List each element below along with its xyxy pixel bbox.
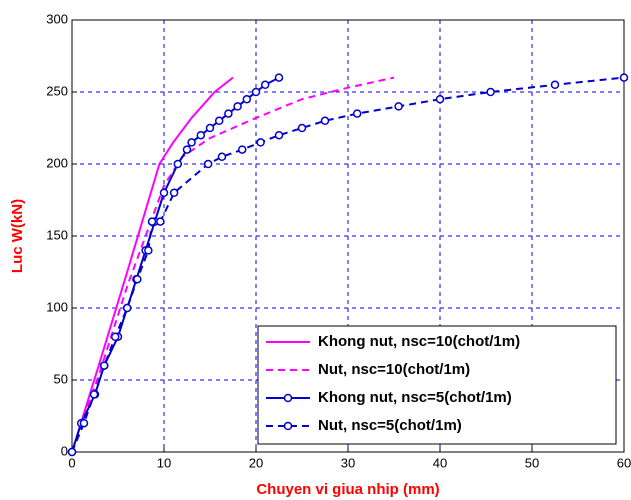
plot-frame [71, 19, 625, 453]
point [122, 303, 132, 313]
y-tick-label: 150 [46, 227, 68, 242]
point [242, 94, 252, 104]
x-tick-label: 0 [68, 455, 75, 470]
point [147, 217, 157, 226]
legend-label: Nut, nsc=10(chot/1m) [318, 361, 470, 378]
point [79, 418, 89, 428]
y-tick-label: 50 [54, 371, 68, 386]
point [619, 73, 629, 82]
legend-label: Khong nut, nsc=10(chot/1m) [318, 333, 520, 350]
point [156, 217, 165, 226]
x-tick-label: 60 [617, 455, 631, 470]
point [182, 145, 192, 154]
x-tick-label: 10 [157, 455, 171, 470]
y-tick-label: 250 [46, 83, 68, 98]
legend-label: Khong nut, nsc=5(chot/1m) [318, 389, 512, 406]
point [251, 87, 261, 97]
point [256, 138, 265, 147]
series-line [71, 76, 625, 453]
point [435, 94, 445, 104]
y-tick-label: 200 [46, 155, 68, 170]
x-axis-label: Chuyen vi giua nhip (mm) [256, 481, 439, 498]
point [173, 159, 183, 169]
x-tick-label: 30 [341, 455, 355, 470]
point [205, 123, 215, 133]
y-tick-label: 100 [46, 299, 68, 314]
x-tick-label: 20 [249, 455, 263, 470]
point [110, 332, 120, 342]
x-tick-label: 50 [525, 455, 539, 470]
point [237, 145, 247, 154]
point [89, 390, 99, 399]
legend-box [257, 325, 617, 445]
point [274, 73, 284, 82]
point [550, 80, 560, 90]
point [144, 246, 153, 255]
point [394, 102, 403, 111]
point [297, 123, 307, 133]
point [233, 102, 242, 111]
point [203, 159, 213, 169]
point [133, 274, 142, 284]
y-tick-label: 0 [61, 443, 68, 458]
series-line [71, 76, 280, 453]
y-axis-label: Luc W(kN) [9, 199, 26, 273]
legend-marker [283, 393, 293, 403]
point [224, 109, 233, 118]
series-line [71, 76, 395, 453]
point [486, 87, 495, 97]
point [217, 152, 227, 162]
point [169, 188, 179, 198]
legend-label: Nut, nsc=5(chot/1m) [318, 417, 462, 434]
point [196, 130, 206, 140]
point [260, 80, 270, 90]
x-tick-label: 40 [433, 455, 447, 470]
point [320, 116, 330, 126]
point [159, 188, 169, 198]
legend-marker [283, 421, 293, 431]
point [187, 138, 196, 147]
point [67, 447, 77, 457]
point [214, 116, 224, 126]
point [352, 109, 362, 118]
y-tick-label: 300 [46, 11, 68, 26]
point [274, 130, 284, 140]
point [99, 361, 109, 370]
series-line [71, 76, 234, 453]
